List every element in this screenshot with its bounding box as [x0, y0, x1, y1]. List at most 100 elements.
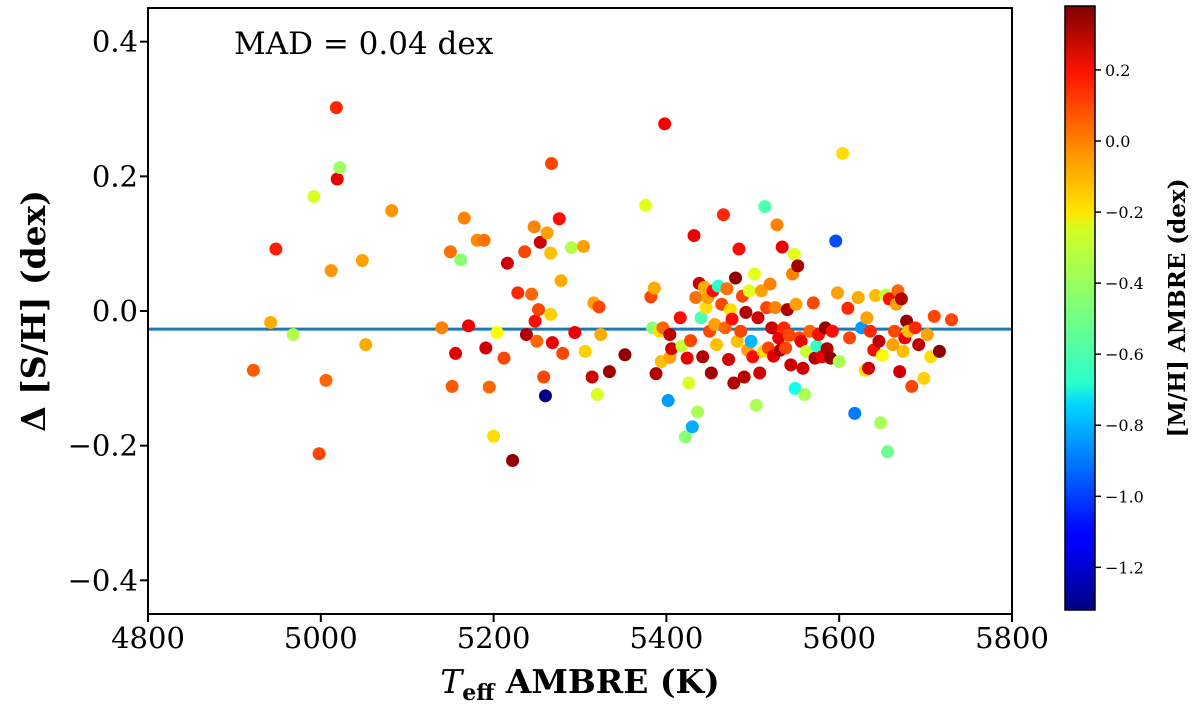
data-point: [798, 387, 812, 401]
data-point: [544, 307, 558, 321]
data-point: [687, 229, 701, 243]
data-point: [462, 319, 476, 333]
data-point: [435, 321, 449, 335]
data-point: [927, 309, 941, 323]
data-point: [775, 240, 789, 254]
data-point: [482, 380, 496, 394]
data-point: [307, 190, 321, 204]
data-point: [830, 286, 844, 300]
data-point: [618, 348, 632, 362]
data-point: [737, 370, 751, 384]
y-tick-label: −0.2: [68, 429, 138, 463]
data-point: [445, 379, 459, 393]
x-tick-label: 5400: [629, 621, 703, 655]
data-point: [500, 256, 514, 270]
data-point: [732, 242, 746, 256]
data-point: [556, 346, 570, 360]
data-point: [699, 301, 713, 315]
x-axis-ticks: 4800 5000 5200 5400 5600 5800: [111, 614, 1049, 655]
data-point: [708, 317, 722, 331]
data-point: [691, 405, 705, 419]
data-point: [682, 376, 696, 390]
y-tick-label: −0.4: [68, 563, 138, 597]
data-point: [590, 387, 604, 401]
data-point: [578, 344, 592, 358]
data-point: [477, 233, 491, 247]
data-point: [908, 321, 922, 335]
plot-frame: [147, 7, 1013, 615]
data-point: [905, 379, 919, 393]
data-point: [829, 234, 843, 248]
colorbar-tick-label: −0.8: [1105, 416, 1144, 435]
data-point: [734, 324, 748, 338]
data-point: [694, 311, 708, 325]
data-point: [649, 367, 663, 381]
data-point: [796, 361, 810, 375]
data-point: [286, 328, 300, 342]
data-point: [768, 301, 782, 315]
data-point: [893, 365, 907, 379]
data-point: [497, 351, 511, 365]
colorbar-title: [M/H] AMBRE (dex): [1164, 179, 1191, 438]
data-point: [718, 321, 732, 335]
data-point: [751, 311, 765, 325]
data-point: [519, 328, 533, 342]
data-point: [788, 381, 802, 395]
data-point: [720, 282, 734, 296]
colorbar-ticks: 0.2 0.0 −0.2 −0.4 −0.6 −0.8 −1.0 −1.2: [1095, 61, 1144, 577]
data-point: [457, 211, 471, 225]
data-point: [825, 324, 839, 338]
data-point: [887, 324, 901, 338]
data-point: [264, 315, 278, 329]
data-point: [312, 447, 326, 461]
data-point: [782, 328, 796, 342]
data-point: [872, 334, 886, 348]
data-point: [329, 101, 343, 115]
data-point: [727, 376, 741, 390]
x-axis-title-rest: AMBRE (K): [494, 662, 720, 701]
data-point: [568, 326, 582, 340]
y-axis-title: Δ [S/H] (dex): [14, 190, 53, 432]
data-point: [585, 370, 599, 384]
data-point: [765, 321, 779, 335]
data-point: [544, 246, 558, 260]
data-point: [685, 420, 699, 434]
data-point: [506, 453, 520, 467]
data-point: [554, 274, 568, 288]
data-point: [730, 334, 744, 348]
data-point: [704, 366, 718, 380]
y-tick-label: 0.0: [92, 294, 138, 328]
data-point: [319, 373, 333, 387]
colorbar-tick-label: −1.0: [1105, 487, 1144, 506]
data-point: [540, 226, 554, 240]
data-point: [576, 239, 590, 253]
data-point: [330, 172, 344, 186]
data-point: [592, 300, 606, 314]
data-point: [789, 297, 803, 311]
data-point: [729, 271, 743, 285]
data-point: [454, 253, 468, 267]
y-tick-label: 0.2: [92, 159, 138, 193]
data-point: [746, 350, 760, 364]
data-point: [725, 312, 739, 326]
data-point: [518, 245, 532, 259]
data-point: [665, 342, 679, 356]
y-tick-label: 0.4: [92, 25, 138, 59]
data-point: [843, 331, 857, 345]
x-axis-title-subscript: eff: [462, 680, 496, 706]
data-point: [896, 344, 910, 358]
data-point: [594, 328, 608, 342]
colorbar-tick-label: −0.2: [1105, 203, 1144, 222]
data-point: [359, 338, 373, 352]
data-point: [689, 291, 703, 305]
colorbar-tick-label: 0.2: [1105, 61, 1130, 80]
data-point: [564, 241, 578, 255]
x-tick-label: 5800: [975, 621, 1049, 655]
data-point: [742, 284, 756, 298]
data-point: [920, 328, 934, 342]
data-point: [246, 363, 260, 377]
data-point: [748, 267, 762, 281]
data-point: [744, 334, 758, 348]
data-point: [528, 314, 542, 328]
data-point: [763, 277, 777, 291]
